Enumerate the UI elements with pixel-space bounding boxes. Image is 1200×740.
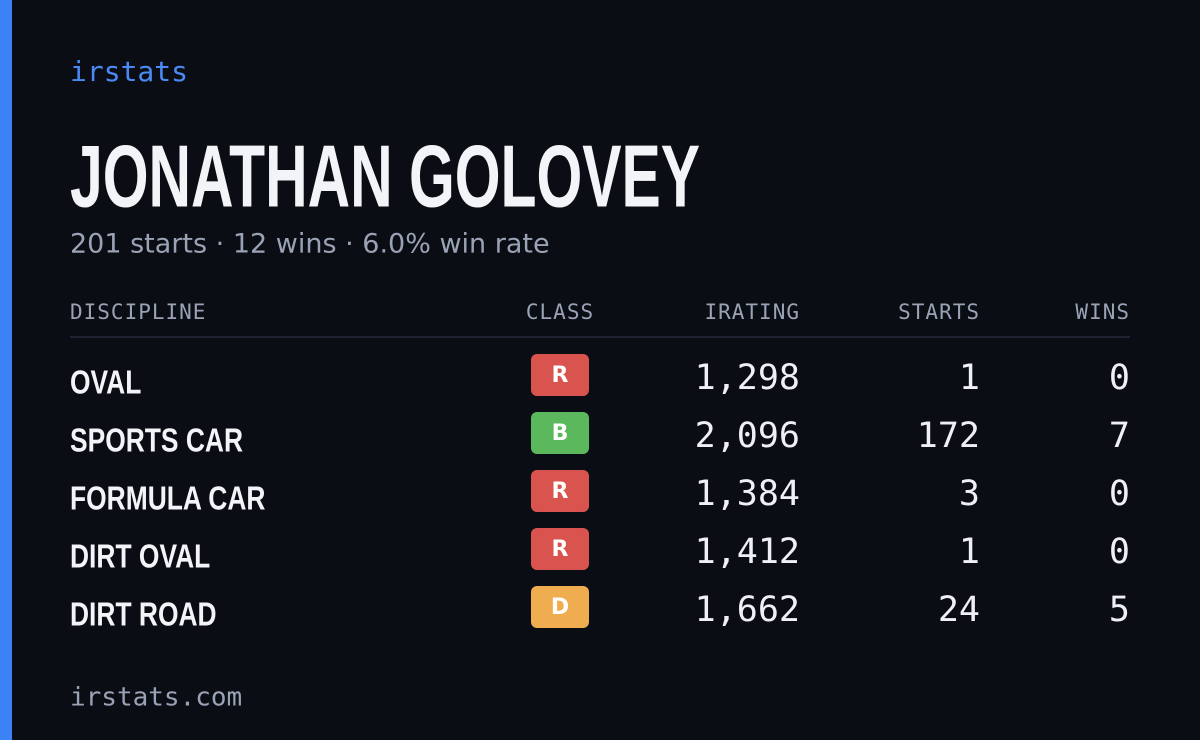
discipline-label-group: FORMULA CAR bbox=[70, 481, 265, 517]
class-badge bbox=[531, 354, 589, 396]
discipline-label-group: DIRT ROAD bbox=[70, 597, 217, 633]
class-badge bbox=[531, 586, 589, 628]
wins: 7 bbox=[1109, 416, 1130, 456]
discipline-name: DIRT OVAL bbox=[70, 539, 210, 575]
wins: 0 bbox=[1109, 358, 1130, 398]
discipline-name: SPORTS CAR bbox=[70, 423, 243, 459]
summary: 201 starts · 12 wins · 6.0% win rate bbox=[70, 229, 550, 260]
column-header: STARTS bbox=[898, 300, 980, 324]
brand: irstats bbox=[70, 55, 188, 88]
starts: 3 bbox=[959, 474, 980, 514]
discipline-label-group: DIRT OVAL bbox=[70, 539, 210, 575]
column-header: CLASS bbox=[526, 300, 594, 324]
wins: 0 bbox=[1109, 532, 1130, 572]
discipline-name: OVAL bbox=[70, 365, 141, 401]
accent-bar bbox=[0, 0, 12, 740]
class-letter: D bbox=[551, 595, 569, 620]
irating: 1,298 bbox=[695, 358, 800, 398]
column-header: DISCIPLINE bbox=[70, 300, 206, 324]
class-letter: R bbox=[552, 363, 569, 388]
discipline-name: FORMULA CAR bbox=[70, 481, 265, 517]
discipline-name: DIRT ROAD bbox=[70, 597, 217, 633]
footer-url: irstats.com bbox=[70, 683, 242, 713]
wins: 5 bbox=[1109, 590, 1130, 630]
starts: 1 bbox=[959, 532, 980, 572]
class-badge bbox=[531, 470, 589, 512]
discipline-label-group: OVAL bbox=[70, 365, 141, 401]
column-header: IRATING bbox=[704, 300, 800, 324]
irating: 1,384 bbox=[695, 474, 800, 514]
starts: 24 bbox=[938, 590, 980, 630]
class-badge bbox=[531, 412, 589, 454]
irating: 2,096 bbox=[695, 416, 800, 456]
discipline-label-group: SPORTS CAR bbox=[70, 423, 243, 459]
irating: 1,662 bbox=[695, 590, 800, 630]
class-letter: B bbox=[552, 421, 569, 446]
starts: 172 bbox=[917, 416, 980, 456]
player-name: JONATHAN GOLOVEY bbox=[70, 126, 700, 225]
class-letter: R bbox=[552, 479, 569, 504]
class-badge bbox=[531, 528, 589, 570]
starts: 1 bbox=[959, 358, 980, 398]
wins: 0 bbox=[1109, 474, 1130, 514]
column-header: WINS bbox=[1075, 300, 1130, 324]
class-letter: R bbox=[552, 537, 569, 562]
irating: 1,412 bbox=[695, 532, 800, 572]
